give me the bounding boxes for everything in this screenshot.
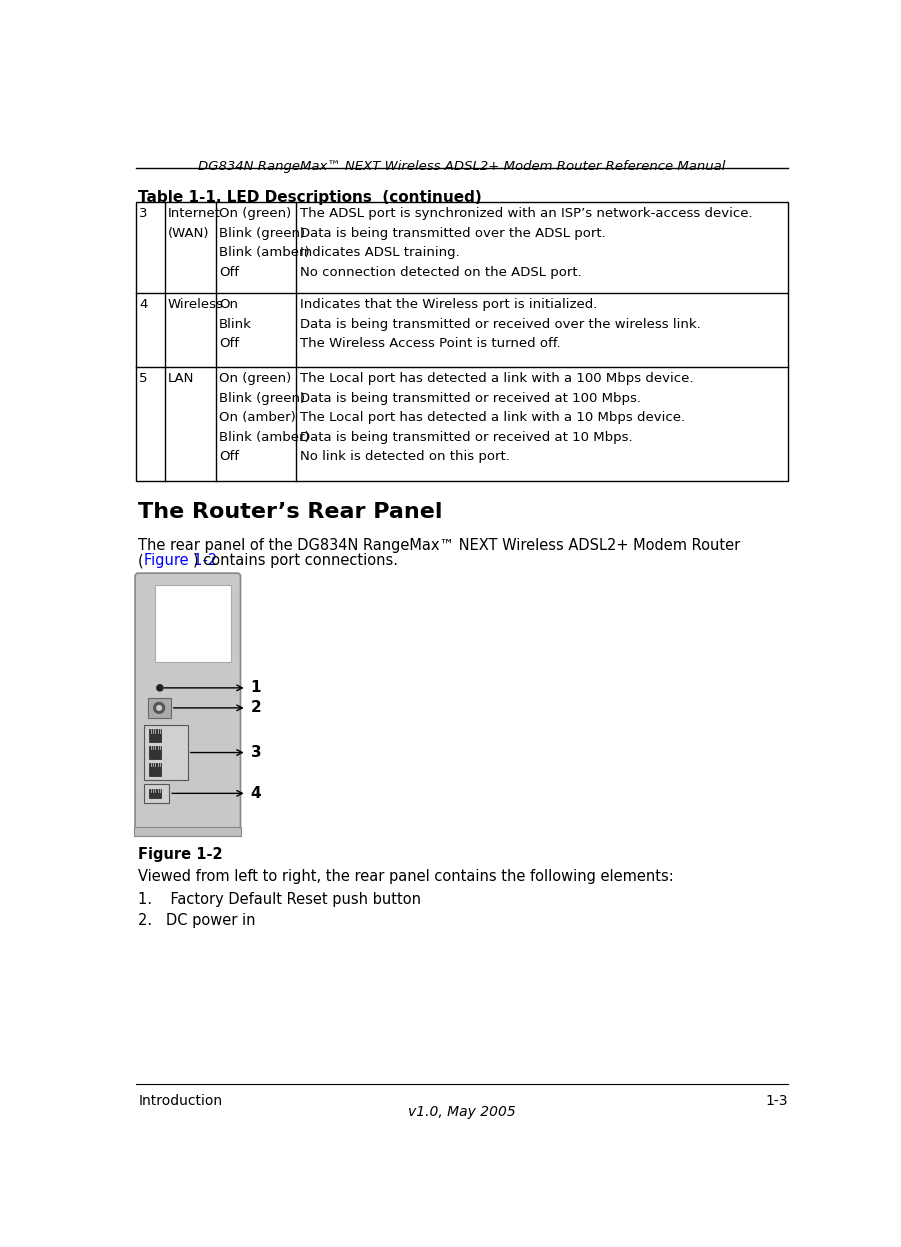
Text: 4: 4: [139, 298, 148, 312]
Text: 4: 4: [250, 786, 261, 801]
Circle shape: [157, 685, 163, 691]
Bar: [149, 763, 161, 776]
Text: Introduction: Introduction: [138, 1095, 223, 1109]
Text: On (green)
Blink (green)
Blink (amber)
Off: On (green) Blink (green) Blink (amber) O…: [219, 207, 309, 279]
Text: ) contains port connections.: ) contains port connections.: [193, 554, 398, 569]
Text: The rear panel of the DG834N RangeMax™ NEXT Wireless ADSL2+ Modem Router: The rear panel of the DG834N RangeMax™ N…: [138, 537, 741, 552]
Text: 1-3: 1-3: [765, 1095, 787, 1109]
Text: Figure 1-2: Figure 1-2: [138, 847, 223, 862]
Text: DG834N RangeMax™ NEXT Wireless ADSL2+ Modem Router Reference Manual: DG834N RangeMax™ NEXT Wireless ADSL2+ Mo…: [197, 161, 725, 173]
Text: The Local port has detected a link with a 100 Mbps device.
Data is being transmi: The Local port has detected a link with …: [300, 372, 694, 463]
Text: v1.0, May 2005: v1.0, May 2005: [407, 1105, 515, 1120]
FancyBboxPatch shape: [135, 574, 241, 833]
Bar: [148, 698, 171, 718]
Text: 5: 5: [139, 372, 148, 385]
Text: (: (: [138, 554, 144, 569]
Bar: [149, 789, 161, 798]
Text: Table 1-1. LED Descriptions  (continued): Table 1-1. LED Descriptions (continued): [138, 190, 482, 205]
Text: 1: 1: [250, 681, 261, 696]
Text: The ADSL port is synchronized with an ISP’s network-access device.
Data is being: The ADSL port is synchronized with an IS…: [300, 207, 753, 279]
Bar: [149, 729, 161, 742]
Text: On (green)
Blink (green)
On (amber)
Blink (amber)
Off: On (green) Blink (green) On (amber) Blin…: [219, 372, 309, 463]
Text: Viewed from left to right, the rear panel contains the following elements:: Viewed from left to right, the rear pane…: [138, 869, 674, 884]
Bar: [134, 827, 241, 837]
Text: LAN: LAN: [168, 372, 194, 385]
Text: 3: 3: [250, 744, 261, 761]
Bar: [155, 585, 232, 662]
Text: Internet
(WAN): Internet (WAN): [168, 207, 221, 239]
Bar: [136, 202, 787, 481]
Text: On
Blink
Off: On Blink Off: [219, 298, 251, 350]
Text: 3: 3: [139, 207, 148, 221]
Text: The Router’s Rear Panel: The Router’s Rear Panel: [138, 503, 442, 522]
Text: Wireless: Wireless: [168, 298, 223, 312]
Bar: [149, 747, 161, 758]
Bar: [144, 784, 169, 803]
Text: 1.    Factory Default Reset push button: 1. Factory Default Reset push button: [138, 892, 421, 907]
Text: 2.   DC power in: 2. DC power in: [138, 914, 256, 929]
Circle shape: [157, 706, 161, 711]
Text: 2: 2: [250, 701, 261, 716]
Bar: [144, 725, 187, 781]
Text: Figure 1-2: Figure 1-2: [143, 554, 217, 569]
Circle shape: [154, 702, 165, 713]
Text: Indicates that the Wireless port is initialized.
Data is being transmitted or re: Indicates that the Wireless port is init…: [300, 298, 701, 350]
